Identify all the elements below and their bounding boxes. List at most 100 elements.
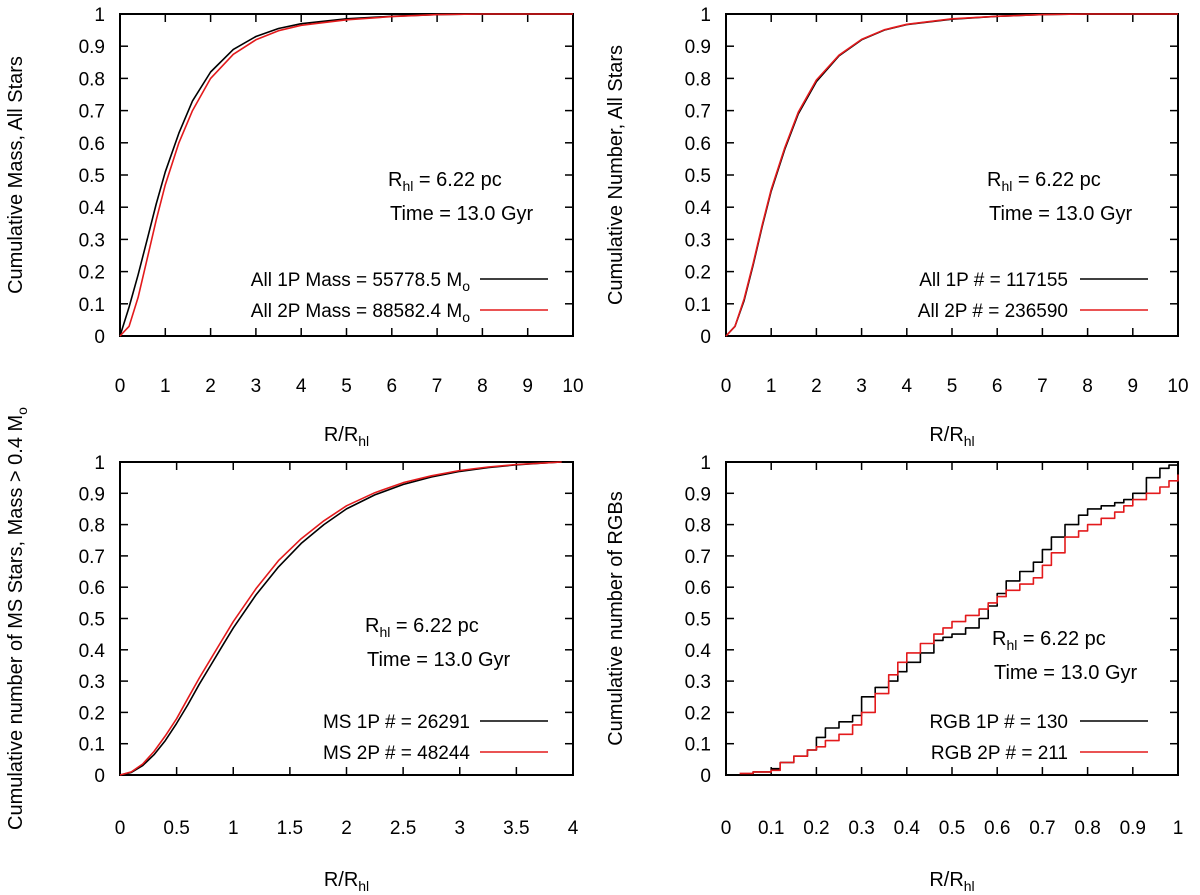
- series-line-2: [725, 13, 1178, 337]
- y-tick-label: 0.8: [685, 69, 711, 90]
- y-tick-label: 0.7: [685, 102, 711, 123]
- x-axis-label-sub: hl: [964, 433, 975, 449]
- x-tick-label: 4: [568, 818, 579, 839]
- annotation-rhl-sub: hl: [379, 624, 390, 640]
- annotation-rhl-value: = 6.22 pc: [1017, 628, 1105, 650]
- y-tick-label: 0.4: [685, 198, 712, 219]
- y-tick-label: 0.1: [79, 735, 105, 756]
- legend-label-1: RGB 1P # = 130: [929, 712, 1068, 733]
- annotation-rhl-main: R: [992, 628, 1006, 650]
- y-tick-label: 1: [700, 453, 711, 474]
- annotation-rhl-sub: hl: [1001, 178, 1012, 194]
- x-tick-label: 0: [115, 818, 126, 839]
- y-tick-label: 1: [700, 5, 711, 26]
- annotation-rhl: Rhl = 6.22 pc: [388, 169, 502, 194]
- y-tick-label: 0.7: [79, 547, 105, 568]
- annotation-rhl-sub: hl: [1006, 637, 1017, 653]
- legend-label-main: All 1P # = 117155: [919, 270, 1068, 291]
- y-tick-label: 0.9: [79, 37, 105, 58]
- x-axis-label: R/Rhl: [324, 869, 369, 894]
- legend: MS 1P # = 26291 MS 2P # = 48244: [323, 712, 548, 764]
- x-tick-label: 0.4: [894, 818, 921, 839]
- annotation-box: Rhl = 6.22 pc Time = 13.0 Gyr: [992, 628, 1138, 684]
- y-tick-label: 0.9: [685, 37, 711, 58]
- legend-label-1: All 1P # = 117155: [919, 270, 1068, 291]
- y-tick-label: 0.5: [79, 610, 105, 631]
- y-axis-label: Cumulative Number, All Stars: [605, 45, 627, 305]
- x-tick-label: 0.9: [1120, 818, 1146, 839]
- y-tick-label: 0: [94, 327, 105, 348]
- y-axis-label-main: Cumulative Number, All Stars: [605, 45, 627, 305]
- y-axis-label: Cumulative number of RGBs: [605, 491, 627, 746]
- x-tick-label: 2: [811, 376, 822, 397]
- y-axis-label-main: Cumulative number of RGBs: [605, 491, 627, 746]
- x-tick-label: 1.5: [277, 818, 303, 839]
- y-tick-label: 0.3: [685, 230, 711, 251]
- y-tick-label: 0.5: [79, 166, 105, 187]
- chart-panel-4: 0 0.1 0.2 0.3 0.4 0.5 0.6 0.7 0.8 0.9 1 0 0.1 0.2 0.3 0…: [605, 453, 1183, 894]
- annotation-rhl-value: = 6.22 pc: [390, 615, 478, 637]
- annotation-rhl-main: R: [365, 615, 379, 637]
- y-axis-label-sub: o: [14, 407, 30, 415]
- legend-label-sub: o: [462, 309, 470, 325]
- y-tick-label: 0: [700, 766, 711, 787]
- chart-panel-2: 00.10.20.30.40.50.60.70.80.910 1 2 3 4 5 6 7 8 9 1…: [605, 5, 1189, 449]
- y-tick-label: 0.6: [79, 578, 105, 599]
- annotation-box: Rhl = 6.22 pc Time = 13.0 Gyr: [388, 169, 534, 225]
- x-tick-label: 6: [387, 376, 398, 397]
- series-line-2: [119, 13, 573, 337]
- x-tick-label: 3: [454, 818, 465, 839]
- legend-label-2: All 2P Mass = 88582.4 Mo: [251, 301, 470, 325]
- legend-label-2: RGB 2P # = 211: [931, 743, 1068, 764]
- annotation-box: Rhl = 6.22 pc Time = 13.0 Gyr: [987, 169, 1133, 225]
- y-tick-label: 0: [700, 327, 711, 348]
- legend-label-main: RGB 1P # = 130: [929, 712, 1068, 733]
- x-tick-label: 1: [228, 818, 239, 839]
- y-tick-label: 0.8: [685, 516, 711, 537]
- x-tick-label: 7: [432, 376, 443, 397]
- annotation-rhl: Rhl = 6.22 pc: [365, 615, 479, 640]
- y-tick-label: 0.6: [685, 578, 711, 599]
- y-tick-label: 0.3: [79, 230, 105, 251]
- annotation-time: Time = 13.0 Gyr: [994, 662, 1138, 684]
- x-tick-label: 2: [341, 818, 352, 839]
- legend-label-main: All 2P # = 236590: [918, 301, 1068, 322]
- y-tick-label: 0.6: [685, 134, 711, 155]
- x-tick-label: 3.5: [503, 818, 529, 839]
- legend-label-1: MS 1P # = 26291: [323, 712, 470, 733]
- x-tick-label: 0.8: [1074, 818, 1100, 839]
- annotation-box: Rhl = 6.22 pc Time = 13.0 Gyr: [365, 615, 511, 671]
- legend-label-main: MS 1P # = 26291: [323, 712, 470, 733]
- x-tick-label: 0.6: [984, 818, 1010, 839]
- annotation-time: Time = 13.0 Gyr: [390, 203, 534, 225]
- annotation-rhl-value: = 6.22 pc: [1012, 169, 1100, 191]
- legend-label-sub: o: [462, 278, 470, 294]
- y-tick-label: 0.4: [685, 641, 712, 662]
- x-tick-label: 2: [205, 376, 216, 397]
- y-tick-label: 0.3: [685, 672, 711, 693]
- x-tick-label: 1: [766, 376, 777, 397]
- x-tick-label: 7: [1037, 376, 1048, 397]
- x-tick-label: 9: [522, 376, 533, 397]
- legend-label-2: MS 2P # = 48244: [323, 743, 470, 764]
- chart-panel-1: 00.10.20.30.40.50.60.70.80.910 1 2 3 4 5 6 7 8 9 1…: [5, 5, 584, 449]
- x-tick-label: 0: [721, 376, 732, 397]
- x-axis-label-main: R/R: [324, 424, 358, 446]
- x-tick-label: 8: [1082, 376, 1093, 397]
- x-tick-label: 8: [477, 376, 488, 397]
- legend: RGB 1P # = 130 RGB 2P # = 211: [929, 712, 1148, 764]
- y-tick-label: 0.9: [685, 484, 711, 505]
- annotation-rhl: Rhl = 6.22 pc: [987, 169, 1101, 194]
- y-tick-label: 0.7: [685, 547, 711, 568]
- y-tick-label: 0.1: [79, 295, 105, 316]
- legend-label-main: All 2P Mass = 88582.4 M: [251, 301, 462, 322]
- x-tick-label: 9: [1128, 376, 1139, 397]
- x-axis-label-sub: hl: [358, 878, 369, 894]
- x-axis-label-main: R/R: [929, 424, 963, 446]
- x-tick-label: 0.5: [939, 818, 965, 839]
- y-axis-label-main: Cumulative number of MS Stars, Mass > 0.…: [5, 415, 27, 830]
- annotation-rhl-main: R: [987, 169, 1001, 191]
- y-tick-label: 1: [94, 453, 105, 474]
- x-tick-label: 0: [721, 818, 732, 839]
